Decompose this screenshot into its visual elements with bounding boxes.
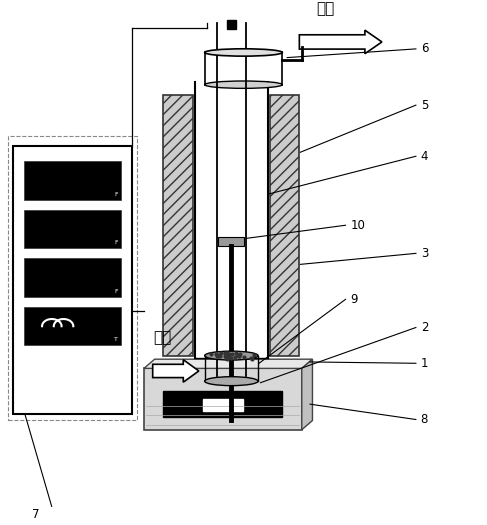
Text: 5: 5: [421, 99, 428, 112]
Ellipse shape: [205, 49, 282, 56]
Text: 6: 6: [421, 43, 428, 56]
Bar: [218, 237, 244, 246]
Text: 3: 3: [421, 247, 428, 260]
FancyArrow shape: [153, 360, 199, 382]
Text: 8: 8: [421, 413, 428, 426]
Text: 4: 4: [421, 150, 428, 163]
Bar: [227, 20, 236, 29]
Bar: [23, 258, 121, 297]
Bar: [203, 400, 243, 411]
Bar: [23, 161, 121, 200]
Polygon shape: [144, 359, 313, 369]
Text: 9: 9: [350, 293, 358, 306]
Text: 10: 10: [350, 219, 365, 232]
Bar: [23, 307, 121, 345]
Polygon shape: [302, 359, 313, 430]
Bar: [270, 95, 300, 355]
Ellipse shape: [205, 377, 258, 386]
Ellipse shape: [205, 81, 282, 88]
FancyArrow shape: [300, 30, 382, 54]
Ellipse shape: [205, 351, 258, 360]
Text: 2: 2: [421, 321, 428, 334]
Bar: [195, 82, 268, 358]
Text: F: F: [114, 289, 118, 294]
Text: F: F: [114, 192, 118, 197]
Bar: [13, 146, 132, 414]
Text: F: F: [114, 240, 118, 245]
Text: T: T: [114, 338, 118, 342]
Bar: [163, 392, 282, 417]
Text: 1: 1: [421, 357, 428, 370]
Bar: [8, 136, 137, 419]
Bar: [144, 369, 302, 430]
Text: 7: 7: [32, 508, 40, 521]
Bar: [163, 95, 192, 355]
Bar: [23, 210, 121, 248]
Text: 气体: 气体: [154, 330, 172, 345]
Text: 尾气: 尾气: [316, 2, 334, 16]
